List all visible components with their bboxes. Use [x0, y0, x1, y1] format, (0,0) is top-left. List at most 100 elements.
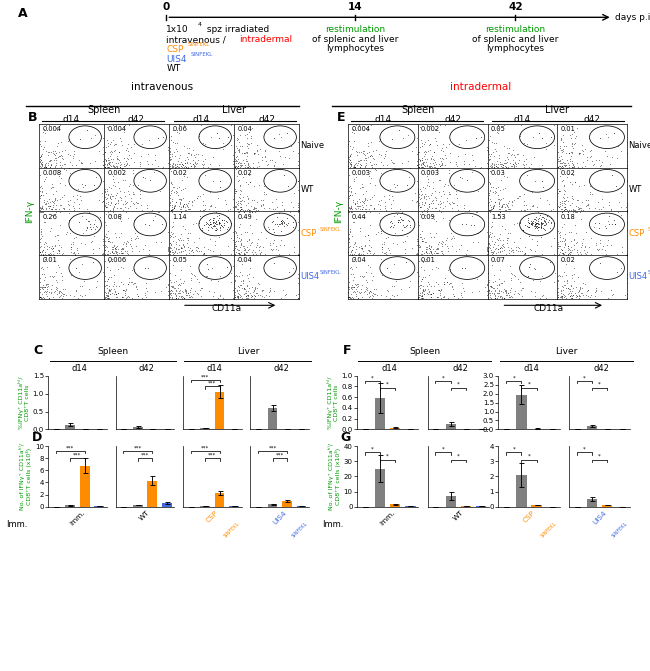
Point — [346, 279, 357, 290]
Point — [358, 272, 368, 282]
Point — [346, 161, 356, 172]
Point — [252, 282, 262, 293]
Point — [113, 183, 124, 193]
Point — [561, 119, 571, 130]
Point — [244, 205, 254, 215]
Point — [385, 216, 395, 227]
Point — [580, 248, 590, 258]
Point — [190, 161, 201, 172]
Point — [37, 185, 47, 196]
Point — [214, 217, 224, 227]
Point — [113, 166, 124, 177]
Point — [72, 244, 83, 255]
Point — [120, 199, 130, 209]
Point — [170, 289, 180, 299]
Point — [52, 277, 62, 288]
Point — [560, 239, 570, 250]
Point — [129, 264, 139, 274]
Point — [170, 151, 180, 162]
Point — [177, 240, 188, 250]
Point — [487, 281, 497, 292]
Point — [222, 262, 233, 272]
Point — [112, 162, 122, 172]
Point — [577, 140, 588, 150]
Point — [418, 272, 428, 282]
Point — [417, 236, 428, 246]
Point — [569, 276, 579, 287]
Point — [212, 211, 222, 221]
Point — [533, 225, 543, 236]
Point — [53, 260, 64, 271]
Point — [170, 282, 181, 293]
Point — [183, 287, 193, 298]
Point — [582, 285, 593, 295]
Point — [187, 245, 198, 256]
Point — [236, 186, 246, 197]
Point — [505, 260, 515, 271]
Point — [116, 123, 126, 134]
Point — [417, 152, 427, 163]
Text: *: * — [528, 382, 530, 386]
Point — [101, 240, 111, 251]
Point — [362, 289, 372, 299]
Point — [530, 287, 541, 298]
Point — [495, 264, 506, 275]
Point — [229, 282, 240, 293]
Point — [434, 205, 444, 215]
Point — [41, 250, 51, 261]
Point — [358, 182, 368, 193]
Point — [484, 134, 495, 145]
Point — [584, 203, 595, 214]
Point — [185, 287, 196, 298]
Point — [59, 163, 70, 174]
Point — [118, 163, 128, 174]
Point — [244, 235, 254, 246]
Point — [359, 287, 369, 297]
Point — [250, 203, 260, 213]
Point — [364, 170, 374, 181]
Point — [207, 263, 217, 274]
Point — [439, 292, 449, 303]
Point — [120, 155, 131, 166]
Point — [508, 159, 519, 170]
Point — [234, 248, 244, 258]
Point — [387, 290, 397, 301]
Point — [106, 210, 116, 221]
Point — [40, 238, 51, 249]
Bar — [461, 506, 471, 507]
Point — [233, 195, 244, 206]
Point — [174, 244, 185, 254]
Point — [426, 162, 437, 172]
Point — [100, 162, 110, 172]
Point — [200, 169, 211, 180]
Point — [404, 216, 414, 227]
Point — [355, 158, 365, 169]
Point — [486, 217, 497, 227]
Point — [231, 151, 242, 162]
Point — [490, 293, 501, 303]
Point — [112, 187, 123, 198]
Point — [362, 121, 372, 132]
Point — [557, 271, 567, 282]
Point — [87, 236, 98, 246]
Point — [68, 203, 79, 213]
Point — [348, 176, 359, 187]
Point — [235, 205, 246, 215]
Point — [347, 284, 358, 295]
Point — [428, 177, 438, 188]
Point — [499, 170, 509, 181]
Text: d14: d14 — [63, 115, 80, 123]
Point — [554, 248, 564, 259]
Point — [118, 263, 128, 274]
Point — [414, 191, 424, 202]
Point — [374, 215, 385, 225]
Point — [164, 151, 175, 162]
Point — [367, 151, 378, 162]
Point — [428, 166, 438, 177]
Point — [276, 217, 286, 228]
Point — [47, 292, 58, 303]
Point — [538, 212, 548, 223]
Text: 0.003: 0.003 — [351, 170, 370, 176]
Point — [35, 202, 46, 213]
Point — [390, 182, 400, 193]
